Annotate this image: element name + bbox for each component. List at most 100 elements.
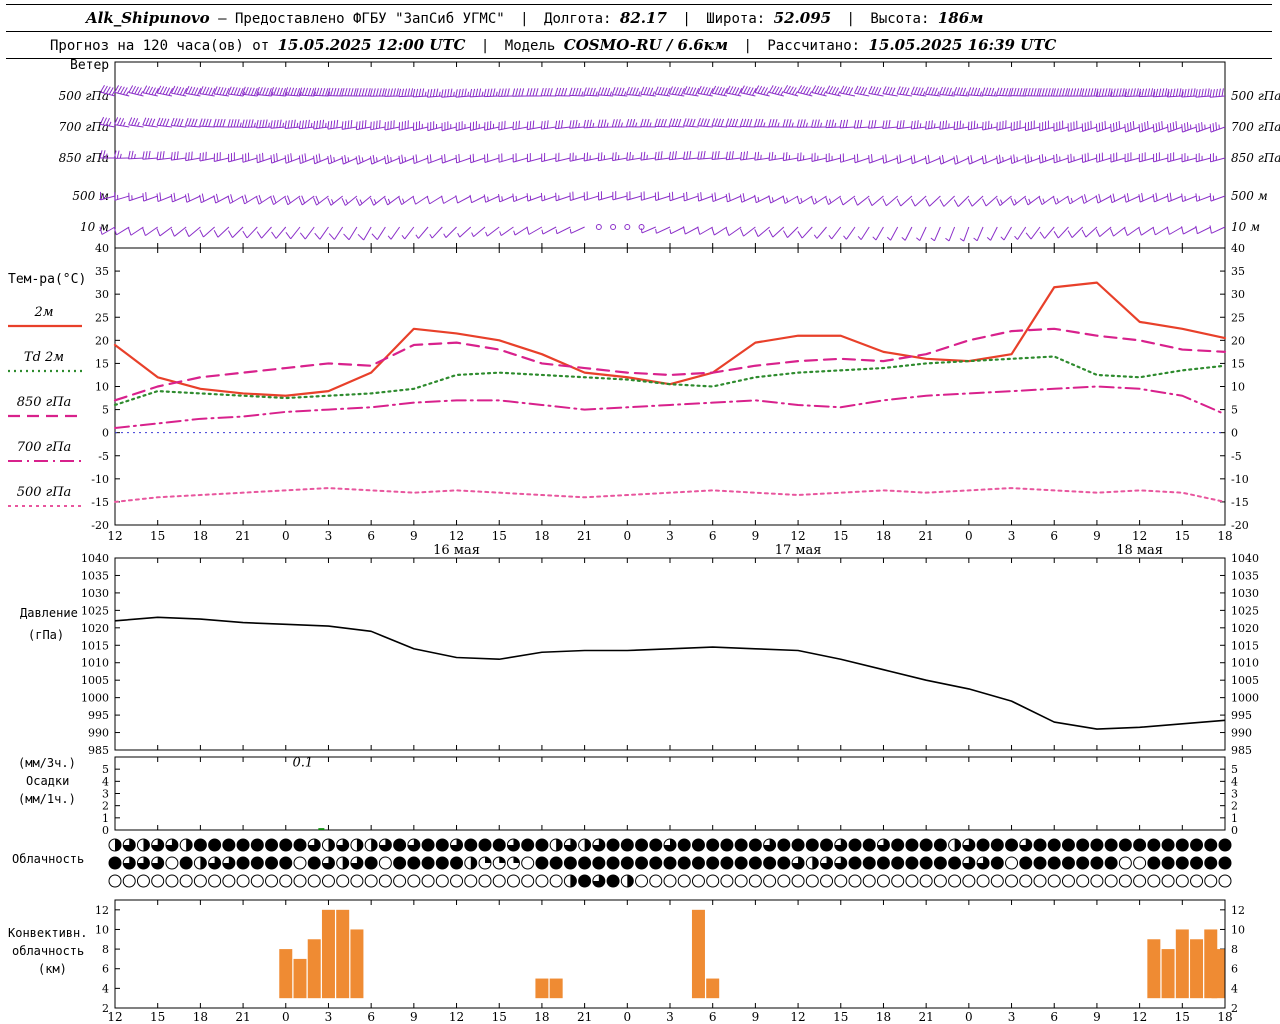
convective-bar xyxy=(691,909,705,999)
provider-text: — Предоставлено ФГБУ "ЗапСиб УГМС" xyxy=(218,11,505,27)
calc-label: Рассчитано: xyxy=(767,38,861,54)
svg-text:12: 12 xyxy=(790,1010,805,1024)
svg-text:700 гПа: 700 гПа xyxy=(17,440,72,455)
svg-text:15: 15 xyxy=(150,529,165,543)
svg-text:18 мая: 18 мая xyxy=(1116,543,1163,558)
precip-panel: 5 54 43 32 21 10 00.1 xyxy=(102,756,1238,837)
svg-text:985: 985 xyxy=(88,744,109,757)
svg-text:30: 30 xyxy=(1231,288,1245,301)
svg-text:10: 10 xyxy=(95,923,109,936)
svg-text:-15: -15 xyxy=(91,496,109,509)
divider: | xyxy=(743,38,752,54)
svg-text:500 м: 500 м xyxy=(1231,189,1268,203)
svg-text:6: 6 xyxy=(709,529,717,543)
temperature-panel-title: Тем-ра(°C) xyxy=(8,272,87,287)
forecast-label: Прогноз на 120 часа(ов) от xyxy=(50,38,270,54)
divider: | xyxy=(480,38,490,54)
svg-text:0.1: 0.1 xyxy=(293,756,314,771)
svg-text:12: 12 xyxy=(107,1010,122,1024)
svg-text:-10: -10 xyxy=(1231,473,1249,486)
svg-text:3: 3 xyxy=(325,1010,333,1024)
svg-text:9: 9 xyxy=(1093,1010,1101,1024)
convective-bar xyxy=(1147,939,1161,999)
svg-text:0: 0 xyxy=(282,529,290,543)
alt-label: Высота: xyxy=(870,11,930,27)
svg-text:40: 40 xyxy=(1231,242,1245,255)
svg-text:1035: 1035 xyxy=(1231,569,1259,582)
svg-text:990: 990 xyxy=(1231,727,1252,740)
svg-text:3: 3 xyxy=(1231,788,1238,801)
svg-text:3: 3 xyxy=(1008,529,1016,543)
svg-text:-5: -5 xyxy=(98,450,109,463)
svg-text:15: 15 xyxy=(1175,1010,1190,1024)
svg-text:1000: 1000 xyxy=(1231,692,1259,705)
svg-text:1000: 1000 xyxy=(81,692,109,705)
convective-bar xyxy=(321,909,335,999)
svg-text:18: 18 xyxy=(534,529,549,543)
svg-text:8: 8 xyxy=(1231,943,1238,956)
svg-text:6: 6 xyxy=(102,963,109,976)
svg-text:3: 3 xyxy=(666,1010,674,1024)
temperature-series-Td 2м xyxy=(113,355,1227,407)
lat-label: Широта: xyxy=(706,11,766,27)
svg-text:10 м: 10 м xyxy=(80,220,109,234)
svg-text:500 гПа: 500 гПа xyxy=(59,89,109,103)
svg-text:1020: 1020 xyxy=(1231,622,1259,635)
svg-text:0: 0 xyxy=(102,824,109,837)
svg-text:700 гПа: 700 гПа xyxy=(59,120,109,134)
station-name: Alk_Shipunovo xyxy=(86,9,210,27)
svg-text:20: 20 xyxy=(95,334,109,347)
svg-text:-10: -10 xyxy=(91,473,109,486)
svg-text:700 гПа: 700 гПа xyxy=(1231,120,1280,134)
convective-bar xyxy=(549,978,563,999)
svg-text:9: 9 xyxy=(410,529,418,543)
convective-bar xyxy=(307,939,321,999)
svg-text:0: 0 xyxy=(623,529,631,543)
convective-bar xyxy=(1175,929,1189,999)
svg-text:21: 21 xyxy=(577,529,592,543)
svg-text:-20: -20 xyxy=(91,519,109,532)
svg-text:21: 21 xyxy=(235,1010,250,1024)
svg-text:16 мая: 16 мая xyxy=(433,543,480,558)
svg-text:1040: 1040 xyxy=(81,552,109,565)
svg-text:9: 9 xyxy=(752,1010,760,1024)
svg-text:9: 9 xyxy=(410,1010,418,1024)
svg-text:0: 0 xyxy=(1231,427,1238,440)
svg-text:2: 2 xyxy=(102,1002,109,1015)
svg-text:2: 2 xyxy=(102,800,109,813)
svg-text:18: 18 xyxy=(193,1010,208,1024)
svg-text:1040: 1040 xyxy=(1231,552,1259,565)
svg-text:8: 8 xyxy=(102,943,109,956)
svg-text:1035: 1035 xyxy=(81,569,109,582)
svg-text:6: 6 xyxy=(1231,963,1238,976)
svg-text:18: 18 xyxy=(1217,529,1232,543)
svg-text:6: 6 xyxy=(367,529,375,543)
forecast-time: 15.05.2025 12:00 UTC xyxy=(277,36,466,54)
svg-text:985: 985 xyxy=(1231,744,1252,757)
convective-bar xyxy=(350,929,364,999)
svg-text:12: 12 xyxy=(1132,529,1147,543)
pressure-series xyxy=(114,616,1226,730)
svg-text:1030: 1030 xyxy=(81,587,109,600)
svg-text:1015: 1015 xyxy=(81,639,109,652)
convective-bar xyxy=(1190,939,1204,999)
convective-bar xyxy=(336,909,350,999)
header: Alk_Shipunovo — Предоставлено ФГБУ "ЗапС… xyxy=(6,4,1272,59)
svg-text:6: 6 xyxy=(367,1010,375,1024)
svg-text:850 гПа: 850 гПа xyxy=(17,395,72,410)
svg-text:12: 12 xyxy=(449,1010,464,1024)
svg-text:5: 5 xyxy=(1231,404,1238,417)
svg-text:9: 9 xyxy=(1093,529,1101,543)
svg-text:1025: 1025 xyxy=(81,604,109,617)
svg-text:15: 15 xyxy=(1175,529,1190,543)
svg-text:1: 1 xyxy=(1231,812,1238,825)
svg-text:990: 990 xyxy=(88,727,109,740)
svg-text:10 м: 10 м xyxy=(1231,220,1260,234)
svg-text:18: 18 xyxy=(193,529,208,543)
svg-text:995: 995 xyxy=(88,709,109,722)
model-value: COSMO-RU / 6.6км xyxy=(563,36,729,54)
svg-text:25: 25 xyxy=(95,311,109,324)
svg-text:17 мая: 17 мая xyxy=(775,543,822,558)
